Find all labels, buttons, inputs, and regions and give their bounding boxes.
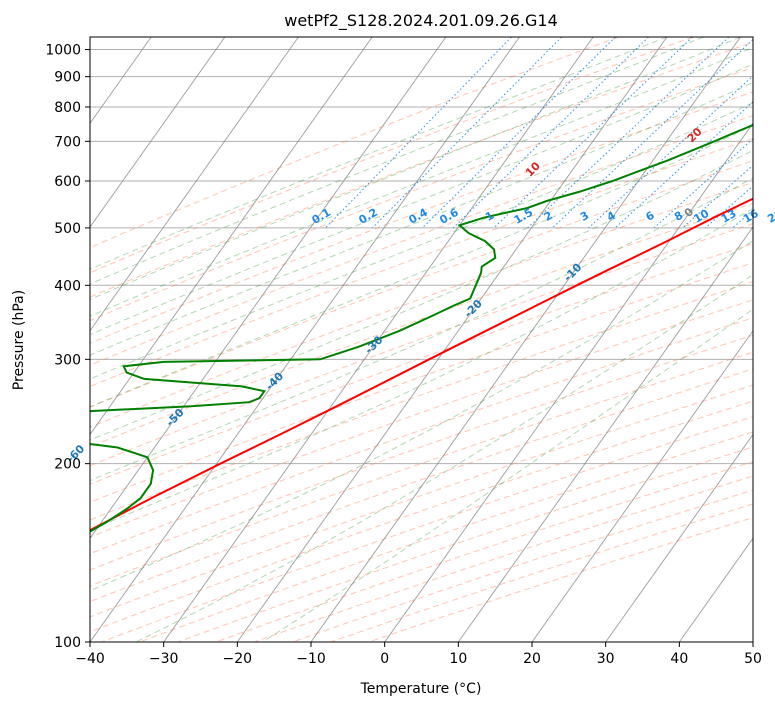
dry-adiabat — [90, 351, 753, 587]
y-axis-label: Pressure (hPa) — [11, 290, 27, 390]
y-tick-label: 300 — [54, 352, 81, 368]
dewpoint-profile — [90, 123, 753, 533]
mixing-ratio-label: 20 — [765, 207, 775, 226]
y-tick-label: 900 — [54, 70, 81, 86]
isotherm — [236, 37, 668, 642]
mixing-ratio-line — [372, 37, 562, 229]
moist-adiabat — [90, 124, 753, 408]
y-tick-label: 500 — [54, 221, 81, 237]
mixing-ratio-line — [493, 37, 693, 229]
dry-adiabat — [90, 115, 753, 366]
x-tick-label: 0 — [380, 651, 389, 667]
x-tick-label: 20 — [523, 651, 541, 667]
x-tick-label: −20 — [223, 651, 253, 667]
isotherm — [90, 37, 373, 436]
dry-adiabat — [90, 281, 753, 521]
isotherm — [457, 226, 753, 642]
dry-adiabat — [90, 334, 753, 571]
moist-adiabat — [90, 37, 704, 285]
plot-frame — [89, 36, 754, 643]
mixing-ratio-line — [422, 37, 616, 229]
mixing-ratio-line — [552, 38, 753, 229]
y-tick-label: 700 — [54, 134, 81, 150]
dry-adiabat — [90, 160, 753, 408]
moist-adiabat — [90, 207, 753, 531]
x-tick-label: 50 — [744, 651, 762, 667]
isotherm — [678, 537, 753, 642]
dry-adiabat — [90, 66, 753, 322]
y-axis: 100 200 300 400 500 600 700 800 900 1000 — [45, 43, 90, 651]
mixing-ratio-line — [452, 37, 649, 229]
moist-adiabat — [90, 177, 753, 482]
x-axis: −40 −30 −20 −10 0 10 20 30 40 50 — [75, 642, 762, 667]
x-axis-label: Temperature (°C) — [360, 681, 482, 697]
dry-adiabat — [90, 37, 619, 249]
chart-title: wetPf2_S128.2024.201.09.26.G14 — [284, 11, 558, 31]
moist-adiabat — [90, 63, 753, 336]
sounding-profiles — [90, 123, 753, 533]
isotherm — [90, 37, 226, 228]
dry-adiabat — [90, 242, 753, 485]
mixing-ratio-line — [704, 185, 753, 229]
isotherm — [531, 329, 753, 642]
mixing-ratio-line — [325, 37, 512, 229]
x-tick-label: −30 — [149, 651, 179, 667]
dry-adiabat — [90, 299, 753, 538]
moist-adiabat — [90, 102, 753, 380]
y-tick-label: 400 — [54, 278, 81, 294]
moist-adiabat — [90, 149, 753, 441]
dry-adiabat — [90, 37, 694, 274]
x-tick-label: 30 — [597, 651, 615, 667]
mixing-ratio-line — [614, 100, 753, 229]
moist-adiabat — [135, 274, 753, 642]
x-tick-label: 10 — [449, 651, 467, 667]
y-tick-label: 800 — [54, 100, 81, 116]
isotherm — [90, 37, 299, 332]
mixing-ratio-line — [588, 75, 753, 229]
isotherm — [90, 37, 447, 540]
isotherm — [310, 37, 741, 642]
x-tick-label: −40 — [75, 651, 105, 667]
isotherm — [384, 122, 753, 642]
moist-adiabat — [262, 308, 753, 642]
temperature-profile — [90, 197, 753, 532]
y-tick-label: 100 — [54, 635, 81, 651]
y-tick-label: 1000 — [45, 43, 81, 59]
moist-adiabat — [90, 37, 668, 270]
isotherm — [90, 37, 520, 642]
x-tick-label: 40 — [670, 651, 688, 667]
y-tick-label: 600 — [54, 174, 81, 190]
y-tick-label: 200 — [54, 457, 81, 473]
dry-adiabat — [90, 138, 753, 388]
dry-adiabat — [90, 181, 753, 428]
x-tick-label: −10 — [296, 651, 326, 667]
moist-adiabat — [90, 46, 753, 317]
dry-adiabat — [90, 91, 753, 344]
dry-adiabat — [90, 384, 753, 618]
background-lines — [90, 37, 753, 642]
isotherm — [605, 433, 753, 642]
